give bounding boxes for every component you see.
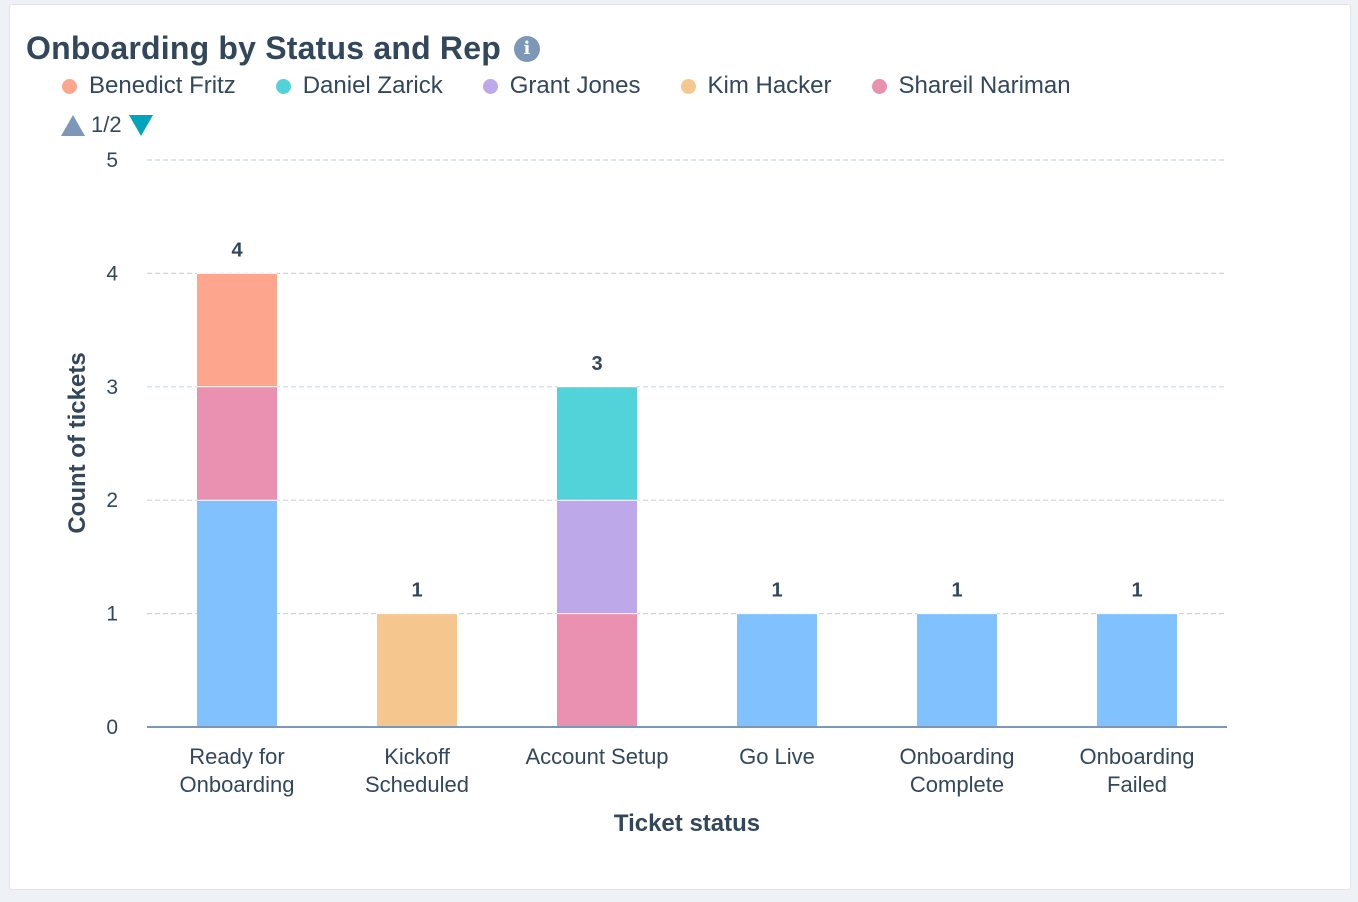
data-label: 1	[411, 580, 422, 602]
x-axis-title: Ticket status	[614, 810, 760, 837]
x-tick-label: Onboarding	[900, 744, 1015, 769]
legend-dot	[275, 78, 291, 94]
data-label: 1	[951, 580, 962, 602]
chart-title: Onboarding by Status and Rep	[26, 30, 501, 66]
legend-item-benedict-fritz[interactable]: Benedict Fritz	[62, 72, 236, 100]
x-tick-label: Complete	[910, 772, 1004, 797]
legend-label: Kim Hacker	[707, 72, 832, 99]
bar-segment[interactable]	[557, 613, 637, 727]
x-tick-label: Account Setup	[525, 744, 668, 769]
y-tick-label: 0	[106, 716, 118, 739]
legend: Benedict Fritz Daniel Zarick Grant Jones…	[62, 72, 1111, 100]
bar-segment[interactable]	[737, 613, 817, 727]
legend-label: Grant Jones	[509, 72, 641, 99]
pager-label: 1/2	[91, 112, 122, 137]
bar-segment[interactable]	[1097, 613, 1177, 727]
title-row: Onboarding by Status and Rep i	[26, 30, 540, 67]
legend-label: Benedict Fritz	[89, 72, 236, 99]
x-tick-label: Ready for	[189, 744, 284, 769]
y-tick-label: 5	[106, 149, 118, 172]
data-label: 1	[771, 580, 782, 602]
legend-item-daniel-zarick[interactable]: Daniel Zarick	[275, 72, 443, 100]
x-tick-label: Kickoff	[384, 744, 451, 769]
legend-item-grant-jones[interactable]: Grant Jones	[482, 72, 641, 100]
bar-segment[interactable]	[197, 386, 277, 501]
y-axis-title: Count of tickets	[64, 352, 91, 533]
data-label: 1	[1131, 580, 1142, 602]
legend-dot	[871, 78, 887, 94]
data-label: 3	[591, 353, 602, 375]
triangle-down-icon[interactable]	[128, 114, 153, 136]
legend-label: Shareil Nariman	[898, 72, 1071, 99]
bar-segment[interactable]	[197, 500, 277, 727]
legend-pager: 1/2	[61, 112, 153, 138]
x-tick-label: Go Live	[739, 744, 815, 769]
legend-item-kim-hacker[interactable]: Kim Hacker	[680, 72, 832, 100]
x-tick-label: Onboarding	[1080, 744, 1195, 769]
legend-dot	[482, 78, 498, 94]
bar-segment[interactable]	[197, 273, 277, 387]
legend-dot	[62, 78, 77, 94]
y-tick-label: 2	[106, 489, 118, 512]
bar-segment[interactable]	[917, 613, 997, 727]
triangle-up-icon[interactable]	[61, 114, 85, 136]
bar-segment[interactable]	[377, 613, 457, 727]
legend-label: Daniel Zarick	[302, 72, 443, 99]
y-tick-label: 3	[106, 376, 118, 399]
info-icon[interactable]: i	[513, 35, 540, 62]
data-label: 4	[231, 239, 243, 261]
x-tick-label: Failed	[1107, 772, 1167, 797]
bar-segment[interactable]	[557, 386, 637, 501]
x-tick-label: Onboarding	[180, 772, 295, 797]
y-tick-label: 4	[106, 262, 118, 285]
y-tick-label: 1	[106, 603, 118, 626]
x-tick-label: Scheduled	[365, 772, 469, 797]
legend-dot	[680, 78, 696, 94]
bar-segment[interactable]	[557, 500, 637, 614]
legend-item-shareil-nariman[interactable]: Shareil Nariman	[871, 72, 1071, 100]
